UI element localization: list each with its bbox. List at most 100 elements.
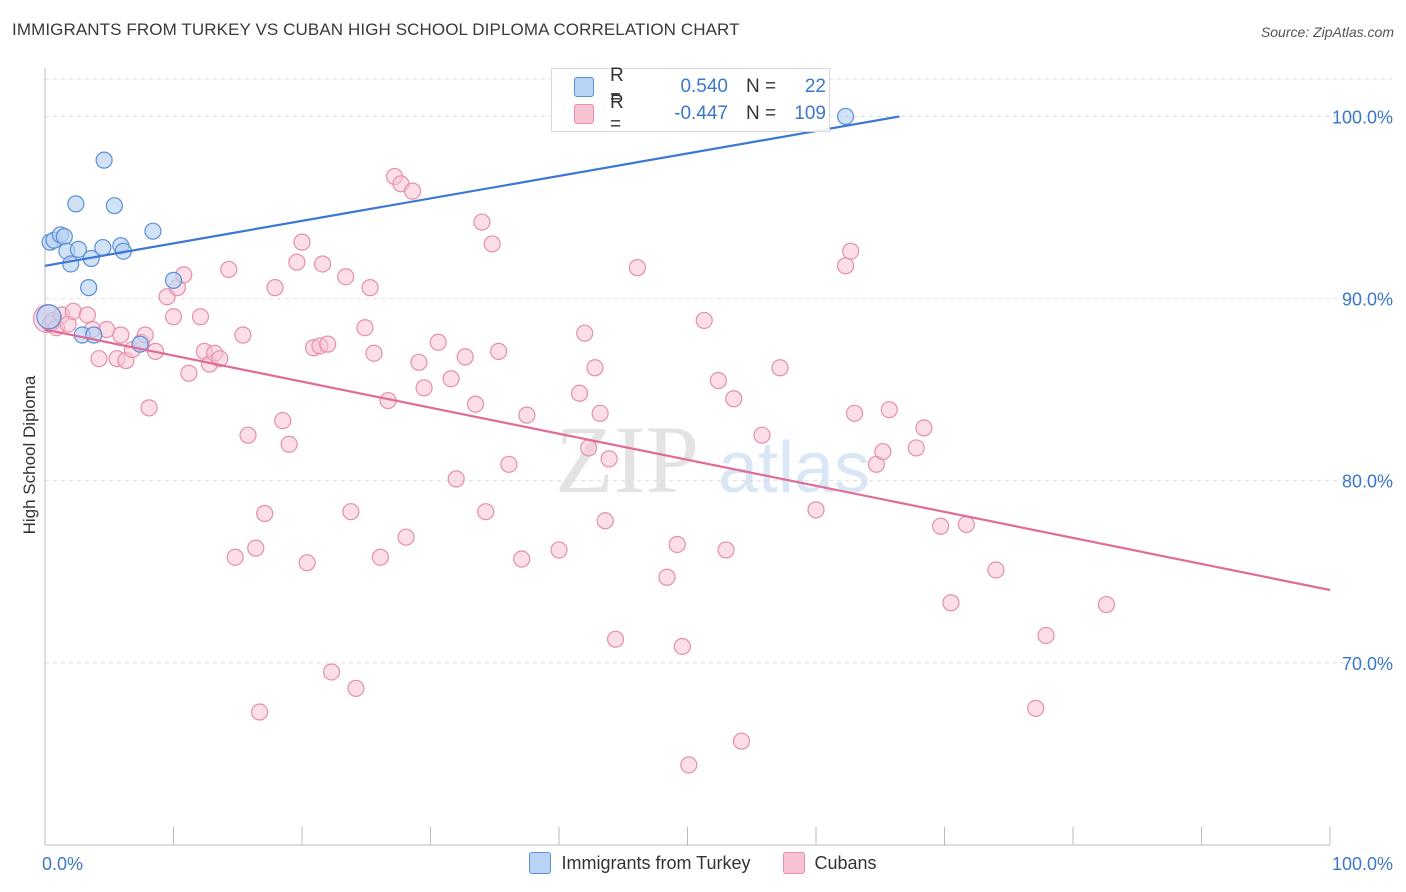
cuban-point bbox=[78, 306, 97, 324]
cuban-point bbox=[500, 455, 518, 473]
cuban-point bbox=[140, 399, 158, 417]
cuban-point bbox=[490, 342, 508, 360]
cuban-point bbox=[845, 404, 864, 422]
cuban-point bbox=[668, 535, 686, 554]
chart-title: IMMIGRANTS FROM TURKEY VS CUBAN HIGH SCH… bbox=[12, 20, 740, 39]
cuban-point bbox=[606, 630, 625, 648]
r-value: 0.540 bbox=[680, 76, 728, 97]
trend-lines bbox=[44, 115, 1331, 592]
n-value: 22 bbox=[804, 76, 826, 97]
y-tick-label: 70.0% bbox=[1342, 654, 1393, 674]
cuban-point bbox=[732, 732, 751, 750]
cuban-point bbox=[250, 703, 269, 721]
cuban-point bbox=[942, 594, 960, 612]
y-tick-label: 90.0% bbox=[1342, 290, 1393, 310]
cuban-point bbox=[365, 344, 383, 362]
cuban-point bbox=[907, 439, 925, 457]
turkey-trend-line bbox=[44, 115, 900, 267]
n-value: 109 bbox=[794, 103, 826, 124]
cuban-point bbox=[266, 279, 284, 297]
cuban-point bbox=[1027, 699, 1045, 717]
cuban-point bbox=[483, 235, 501, 253]
turkey-swatch bbox=[574, 77, 594, 97]
legend-label-turkey: Immigrants from Turkey bbox=[561, 852, 751, 873]
cuban-point bbox=[874, 442, 892, 461]
turkey-point bbox=[144, 222, 162, 240]
cuban-point bbox=[415, 379, 433, 397]
cuban-point bbox=[234, 326, 252, 344]
cuban-point bbox=[397, 528, 415, 546]
cuban-point bbox=[717, 541, 735, 559]
cuban-point bbox=[807, 501, 825, 519]
y-axis-label: High School Diploma bbox=[20, 375, 39, 534]
cuban-point bbox=[600, 450, 618, 468]
cuban-point bbox=[191, 308, 210, 326]
legend-item-cubans[interactable]: Cubans bbox=[782, 852, 877, 874]
cuban-point bbox=[319, 335, 337, 353]
cuban-point bbox=[322, 663, 341, 681]
y-tick-label: 80.0% bbox=[1342, 472, 1393, 492]
cuban-point bbox=[987, 561, 1005, 579]
cuban-point bbox=[164, 308, 183, 326]
cuban-point bbox=[456, 348, 474, 366]
cuban-point bbox=[695, 311, 713, 330]
cuban-point bbox=[673, 637, 691, 656]
r-value: -0.447 bbox=[674, 103, 728, 124]
cuban-point bbox=[288, 253, 306, 271]
axes bbox=[44, 68, 1331, 846]
cuban-point bbox=[513, 550, 531, 568]
cuban-point bbox=[680, 756, 698, 774]
cuban-point bbox=[570, 384, 589, 402]
turkey-point bbox=[105, 197, 123, 215]
legend-row-cubans: R = -0.447 N = 109 bbox=[574, 92, 826, 135]
cuban-point bbox=[361, 279, 379, 297]
cuban-point bbox=[880, 401, 898, 419]
n-label: N = bbox=[746, 103, 777, 124]
turkey-point bbox=[67, 195, 85, 213]
r-label: R = bbox=[610, 65, 624, 108]
cuban-point bbox=[211, 350, 229, 368]
cuban-point bbox=[256, 504, 274, 523]
cuban-swatch bbox=[782, 852, 805, 874]
cuban-point bbox=[596, 512, 614, 530]
cuban-point bbox=[1037, 626, 1055, 645]
turkey-point bbox=[69, 240, 88, 258]
legend-row-turkey: R = 0.540 N = 22 bbox=[574, 65, 826, 108]
turkey-point bbox=[836, 107, 855, 126]
cuban-point bbox=[274, 412, 292, 430]
cuban-point bbox=[473, 213, 491, 231]
turkey-swatch bbox=[529, 852, 552, 874]
cuban-point bbox=[836, 257, 855, 275]
turkey-point bbox=[95, 151, 113, 169]
source-credit: Source: ZipAtlas.com bbox=[1260, 24, 1394, 40]
y-tick-label: 100.0% bbox=[1332, 107, 1393, 127]
cuban-point bbox=[337, 268, 355, 286]
turkey-points bbox=[36, 107, 855, 353]
watermark-zip: ZIP bbox=[555, 406, 699, 513]
cuban-point bbox=[586, 359, 604, 377]
turkey-point bbox=[36, 304, 62, 330]
cuban-point bbox=[576, 324, 594, 342]
cuban-point bbox=[771, 359, 789, 377]
cuban-point bbox=[518, 406, 536, 424]
cuban-point bbox=[239, 426, 257, 444]
cuban-point bbox=[220, 260, 238, 279]
cuban-point bbox=[658, 568, 676, 586]
cuban-point bbox=[342, 503, 360, 521]
cuban-point bbox=[1097, 595, 1116, 614]
x-tick-label: 100.0% bbox=[1332, 854, 1393, 874]
tick-labels: 100.0% 90.0% 80.0% 70.0% 0.0% 100.0% bbox=[42, 107, 1393, 874]
turkey-point bbox=[94, 238, 112, 257]
watermark-atlas: atlas bbox=[718, 428, 870, 508]
cuban-point bbox=[247, 539, 265, 557]
cuban-point bbox=[915, 419, 933, 437]
legend-item-turkey[interactable]: Immigrants from Turkey bbox=[529, 852, 751, 874]
correlation-legend: R = 0.540 N = 22 R = -0.447 N = 109 bbox=[551, 65, 830, 135]
cuban-point bbox=[226, 548, 244, 566]
cuban-point bbox=[932, 517, 950, 535]
legend-label-cubans: Cubans bbox=[814, 852, 877, 873]
cuban-point bbox=[313, 255, 332, 273]
cuban-point bbox=[753, 426, 771, 444]
cuban-point bbox=[466, 395, 485, 413]
cuban-point bbox=[280, 435, 298, 453]
